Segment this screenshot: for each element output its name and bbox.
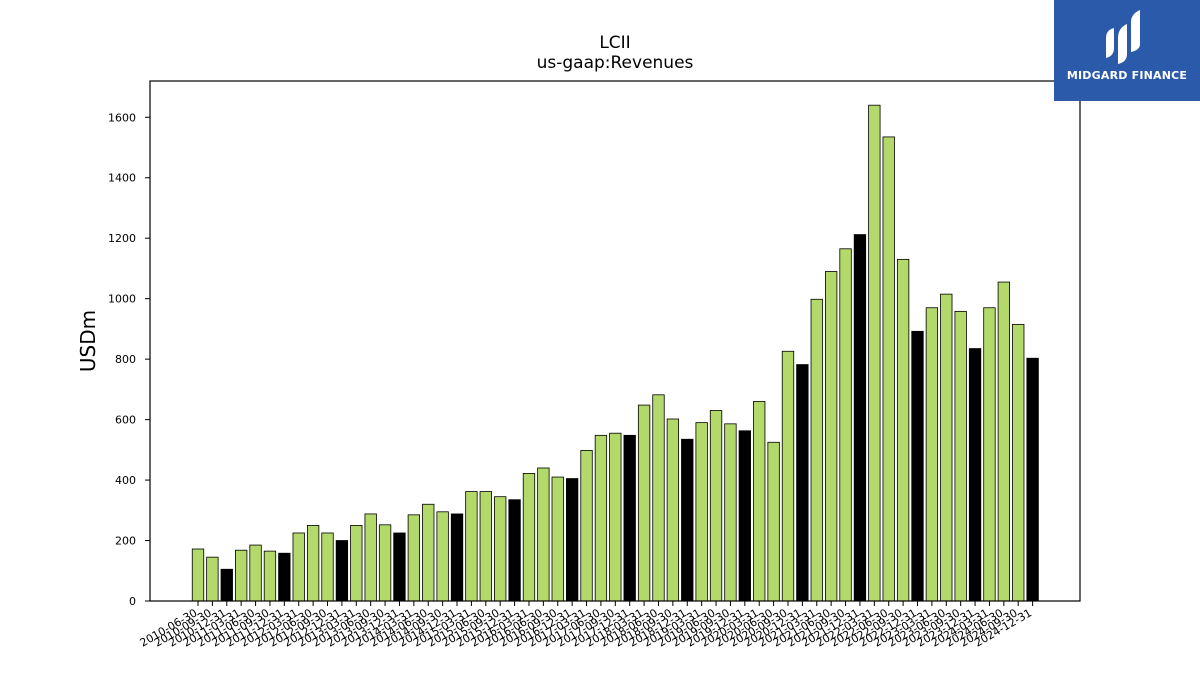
bar-2018-03-31 — [637, 404, 651, 602]
bar-2018-06-30 — [652, 394, 665, 602]
bar-2018-09-30 — [666, 418, 680, 602]
chart-title: LCII — [599, 33, 630, 53]
bar-2017-09-30 — [609, 432, 622, 602]
bar-2021-06-30 — [825, 271, 838, 602]
y-tick-label: 1400 — [108, 172, 136, 185]
bar-2011-09-30 — [263, 550, 277, 602]
bar-2015-06-30 — [479, 491, 492, 602]
bar-2010-09-30 — [206, 556, 219, 602]
bar-2013-12-31 — [393, 532, 406, 602]
bar-2013-09-30 — [378, 524, 392, 602]
logo-text: MIDGARD FINANCE — [1066, 69, 1188, 82]
bar-2024-03-31 — [983, 307, 996, 602]
bar-2023-06-30 — [940, 293, 953, 602]
bar-2019-12-31 — [738, 430, 751, 602]
y-tick-label: 0 — [129, 595, 136, 608]
y-tick-label: 1000 — [108, 293, 136, 306]
bars-group — [191, 104, 1039, 602]
bar-2018-12-31 — [681, 438, 694, 602]
bar-2019-09-30 — [724, 423, 737, 602]
y-tick-label: 600 — [115, 414, 136, 427]
bar-2022-09-30 — [896, 258, 910, 602]
bar-2017-12-31 — [623, 434, 636, 602]
bar-2010-12-31 — [220, 568, 233, 602]
bar-2023-12-31 — [968, 348, 982, 602]
bar-2017-06-30 — [594, 434, 608, 602]
bar-2011-12-31 — [278, 552, 291, 602]
bar-2013-06-30 — [364, 513, 377, 602]
bar-2016-12-31 — [565, 478, 579, 602]
bar-2023-09-30 — [954, 310, 967, 602]
bar-2020-09-30 — [781, 350, 795, 602]
bar-2011-06-30 — [249, 544, 262, 602]
bar-2024-09-30 — [1012, 323, 1025, 602]
bar-2012-09-30 — [321, 532, 334, 602]
y-tick-label: 1600 — [108, 111, 136, 124]
bar-2022-06-30 — [882, 136, 895, 602]
y-tick-label: 1200 — [108, 232, 136, 245]
bar-2017-03-31 — [580, 450, 593, 602]
bar-2021-12-31 — [853, 234, 867, 602]
y-axis-label: USDm — [76, 310, 100, 372]
bar-2011-03-31 — [235, 549, 248, 602]
bar-2024-06-30 — [997, 281, 1010, 602]
bar-2016-06-30 — [537, 467, 550, 602]
y-tick-label: 400 — [115, 474, 136, 487]
bar-2015-09-30 — [494, 496, 507, 602]
y-tick-label: 800 — [115, 353, 136, 366]
bar-2014-09-30 — [436, 511, 449, 602]
chart-subtitle: us-gaap:Revenues — [537, 53, 694, 73]
bar-2015-12-31 — [508, 499, 521, 602]
bar-2014-06-30 — [422, 503, 435, 602]
bar-2014-12-31 — [450, 513, 464, 602]
bar-2023-03-31 — [925, 307, 939, 602]
midgard-finance-logo: MIDGARD FINANCE — [1054, 0, 1200, 101]
bar-2014-03-31 — [407, 514, 421, 602]
bar-2020-12-31 — [796, 364, 809, 602]
bar-2015-03-31 — [465, 491, 478, 602]
x-axis-ticks: 2010-06-302010-09-302010-12-312011-03-31… — [138, 601, 1034, 650]
bar-2019-06-30 — [709, 410, 723, 602]
bar-2020-06-30 — [767, 441, 780, 602]
bar-2016-09-30 — [551, 476, 564, 602]
bar-2012-12-31 — [335, 540, 349, 602]
y-tick-label: 200 — [115, 535, 136, 548]
bar-2024-12-31 — [1026, 357, 1039, 602]
midgard-logo-icon — [1106, 10, 1140, 64]
bar-2012-06-30 — [306, 525, 320, 602]
bar-2022-03-31 — [868, 104, 881, 602]
bar-2022-12-31 — [911, 330, 924, 602]
bar-2010-06-30 — [191, 548, 205, 602]
plot-area-frame — [149, 80, 1081, 602]
y-axis-ticks: 0 200 400 600 800 1000 1200 1400 1600 — [108, 111, 150, 608]
bar-2012-03-31 — [292, 532, 305, 602]
bar-2021-09-30 — [839, 248, 852, 602]
bar-2020-03-31 — [753, 401, 766, 602]
bar-2021-03-31 — [810, 298, 823, 602]
bar-2013-03-31 — [350, 525, 363, 602]
bar-2019-03-31 — [695, 422, 708, 602]
bar-2016-03-31 — [522, 473, 536, 602]
